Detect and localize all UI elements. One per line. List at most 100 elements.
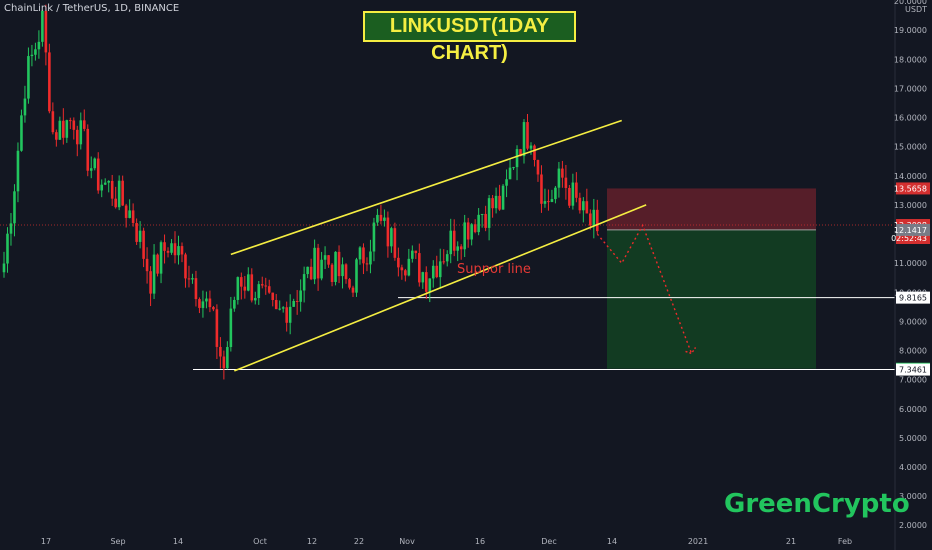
candle [107, 180, 110, 193]
candle-body [58, 120, 62, 140]
candle-body [435, 265, 439, 278]
candle-body [445, 254, 449, 262]
candle-body [117, 180, 121, 208]
candle [124, 203, 128, 228]
price-tick-label: 11.0000 [894, 259, 927, 268]
candle [135, 218, 138, 245]
candle [568, 184, 571, 209]
price-tick-label: 2.0000 [899, 521, 927, 530]
candle [358, 246, 362, 265]
candle [142, 227, 145, 268]
candle-body [285, 307, 288, 323]
candle-body [149, 271, 152, 294]
price-tag-label: 13.5658 [894, 184, 927, 193]
time-tick-label: 14 [173, 537, 183, 546]
candle [96, 152, 100, 194]
candle [110, 174, 114, 206]
candle [149, 266, 152, 307]
candle-body [302, 274, 306, 291]
candle [44, 4, 48, 66]
candle-body [456, 246, 459, 251]
candle [463, 214, 466, 258]
price-tick-label: 19.0000 [894, 26, 927, 35]
candle [529, 142, 533, 155]
candle [114, 186, 117, 209]
candle [379, 204, 383, 225]
time-axis[interactable]: 17 Sep 14 Oct 12 22 Nov 16 Dec 14 2021 21 Feb [41, 537, 852, 546]
candle-body [344, 264, 348, 280]
price-tag-box [896, 363, 930, 376]
price-tag-box [896, 182, 930, 195]
candle-body [212, 307, 215, 310]
candle-body [93, 158, 97, 169]
candle [205, 291, 208, 309]
candle-body [536, 160, 540, 175]
candle [16, 142, 20, 203]
price-tick-label: 7.0000 [899, 376, 927, 385]
time-tick-label: 12 [307, 537, 317, 546]
price-tick-label: 15.0000 [894, 143, 927, 152]
candle-body [34, 49, 37, 55]
candle [508, 159, 512, 180]
time-tick-label: Feb [838, 537, 852, 546]
candle-body [222, 356, 226, 369]
symbol-info: ChainLink / TetherUS, 1D, BINANCE [4, 3, 180, 14]
candle-body [428, 278, 432, 292]
candle-body [124, 205, 128, 218]
candle [27, 47, 30, 104]
candle [117, 175, 121, 211]
candle [564, 164, 568, 200]
price-unit-label: USDT [905, 5, 927, 14]
candle [484, 205, 487, 232]
candle [536, 159, 540, 182]
candle-body [529, 145, 533, 149]
candle [330, 263, 334, 287]
candle [334, 251, 337, 286]
candle-body [177, 246, 180, 256]
candle-body [16, 150, 20, 192]
candle-body [351, 287, 355, 293]
candle-body [362, 247, 365, 264]
candle-body [226, 347, 229, 369]
candle-body [142, 230, 145, 259]
candle [131, 203, 135, 227]
brand-watermark: GreenCrypto [724, 489, 910, 519]
candle-body [438, 261, 442, 278]
candle [550, 189, 554, 203]
candle [292, 298, 295, 307]
candle [522, 119, 526, 164]
candle [69, 117, 72, 130]
candle [547, 189, 550, 211]
candle-body [341, 264, 344, 277]
candle [533, 144, 536, 167]
candle-body [376, 214, 379, 223]
candle [323, 246, 327, 269]
candle-body [397, 257, 400, 268]
candle [6, 227, 9, 273]
candle [456, 241, 459, 262]
candle [100, 179, 104, 198]
candle [72, 117, 76, 140]
candle [208, 290, 212, 313]
price-tag-label: 9.8165 [899, 294, 927, 303]
candle-body [107, 180, 110, 183]
candle-body [547, 201, 550, 203]
time-tick-label: Nov [399, 537, 415, 546]
price-axis[interactable]: 20.0000 19.0000 18.0000 17.0000 16.0000 15.00… [894, 0, 927, 550]
candle [470, 223, 473, 246]
candle [309, 258, 313, 281]
candle [473, 219, 477, 234]
candle-body [442, 261, 446, 263]
candle-body [561, 168, 564, 178]
candle [257, 280, 261, 305]
candle [362, 243, 365, 275]
candle-body [526, 122, 529, 149]
candle-body [194, 278, 198, 300]
candle-body [271, 292, 275, 300]
candle-body [128, 210, 131, 218]
candle [512, 166, 515, 171]
candle-body [323, 255, 327, 260]
candle [191, 273, 194, 284]
candle-body [571, 182, 575, 206]
